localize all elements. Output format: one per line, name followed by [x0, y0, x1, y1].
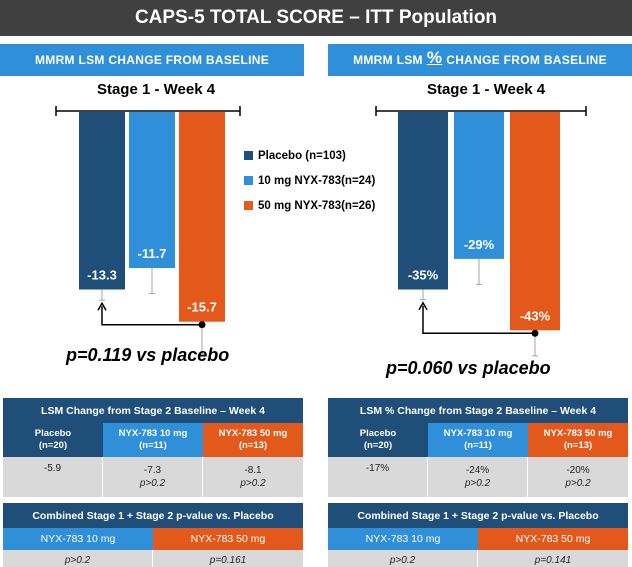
bar	[510, 112, 560, 331]
table-col-header: Placebo (n=20)	[328, 423, 428, 457]
combined-col-10mg: NYX-783 10 mg	[3, 528, 153, 550]
chart-legend: Placebo (n=103) 10 mg NYX-783(n=24) 50 m…	[244, 143, 375, 218]
legend-item-10mg: 10 mg NYX-783(n=24)	[244, 168, 375, 193]
legend-label: 10 mg NYX-783(n=24)	[258, 174, 376, 187]
table-cell: -24% p>0.2	[428, 457, 528, 497]
connector-arrowhead	[97, 301, 107, 311]
combined-header-row: NYX-783 10 mg NYX-783 50 mg	[3, 528, 303, 550]
cell-value: -7.3	[143, 465, 162, 476]
table-header-row: Placebo (n=20) NYX-783 10 mg (n=11) NYX-…	[328, 423, 628, 457]
table-row: -17% -24% p>0.2 -20% p>0.2	[328, 457, 628, 497]
combined-col-50mg: NYX-783 50 mg	[153, 528, 303, 550]
legend-swatch-50mg	[244, 201, 253, 210]
bar-value-label: -15.7	[187, 300, 217, 315]
cell-p-value: p>0.2	[464, 478, 491, 489]
table-col-header: NYX-783 50 mg (n=13)	[203, 423, 303, 457]
col-n: (n=11)	[139, 440, 167, 451]
col-name: NYX-783 10 mg	[443, 428, 513, 439]
table-col-header: NYX-783 10 mg (n=11)	[428, 423, 528, 457]
left-results-table: LSM Change from Stage 2 Baseline – Week …	[3, 398, 303, 567]
left-panel-header: MMRM LSM CHANGE FROM BASELINE	[0, 44, 304, 76]
combined-col-50mg: NYX-783 50 mg	[478, 528, 628, 550]
right-chart-title: Stage 1 - Week 4	[426, 81, 546, 98]
left-p-value-annotation: p=0.119 vs placebo	[66, 345, 230, 365]
left-chart-title: Stage 1 - Week 4	[96, 81, 216, 98]
table-cell: -7.3 p>0.2	[103, 457, 203, 497]
bar	[129, 112, 175, 269]
legend-item-50mg: 50 mg NYX-783(n=26)	[244, 193, 375, 218]
cell-value: -20%	[566, 465, 590, 476]
right-combined-title: Combined Stage 1 + Stage 2 p-value vs. P…	[328, 503, 628, 528]
cell-value: -8.1	[244, 465, 262, 476]
bar	[79, 112, 125, 290]
table-cell: -5.9	[3, 457, 103, 497]
legend-label: Placebo (n=103)	[258, 149, 346, 162]
page-title: CAPS-5 TOTAL SCORE – ITT Population	[0, 0, 632, 36]
col-name: NYX-783 50 mg	[218, 428, 288, 439]
col-name: NYX-783 10 mg	[118, 428, 188, 439]
combined-p-10mg: p>0.2	[328, 550, 478, 567]
col-n: (n=11)	[464, 440, 492, 451]
left-table-title: LSM Change from Stage 2 Baseline – Week …	[3, 398, 303, 423]
cell-p-value: p>0.2	[139, 478, 166, 489]
combined-header-row: NYX-783 10 mg NYX-783 50 mg	[328, 528, 628, 550]
col-n: (n=20)	[38, 440, 68, 451]
connector-line	[101, 306, 202, 326]
table-row: p>0.2 p=0.161	[3, 550, 303, 567]
table-cell: -8.1 p>0.2	[203, 457, 303, 497]
bar-value-label: -35%	[408, 268, 439, 283]
bar	[398, 112, 448, 290]
bar-value-label: -43%	[520, 308, 551, 323]
col-n: (n=20)	[363, 440, 393, 451]
cell-p-value: p>0.2	[240, 478, 266, 489]
col-name: Placebo	[34, 428, 72, 439]
bar-value-label: -11.7	[138, 246, 167, 261]
table-cell: -20% p>0.2	[528, 457, 628, 497]
col-name: Placebo	[359, 428, 397, 439]
bar-value-label: -29%	[464, 237, 495, 252]
bar	[179, 112, 225, 322]
cell-value: -24%	[465, 465, 490, 476]
cell-p-value: p>0.2	[565, 478, 591, 489]
legend-swatch-10mg	[244, 176, 253, 185]
combined-p-50mg: p=0.141	[478, 550, 628, 567]
cell-value: -17%	[365, 463, 390, 474]
table-row: p>0.2 p=0.141	[328, 550, 628, 567]
right-header-prefix: MMRM LSM	[353, 53, 423, 67]
combined-p-50mg: p=0.161	[153, 550, 303, 567]
connector-line	[422, 305, 535, 335]
col-name: NYX-783 50 mg	[543, 428, 613, 439]
table-row: -5.9 -7.3 p>0.2 -8.1 p>0.2	[3, 457, 303, 497]
legend-swatch-placebo	[244, 151, 253, 160]
right-header-pct: %	[426, 48, 443, 67]
right-header-suffix: CHANGE FROM BASELINE	[446, 53, 607, 67]
bar-value-label: -13.3	[87, 268, 117, 283]
right-results-table: LSM % Change from Stage 2 Baseline – Wee…	[328, 398, 628, 567]
combined-p-10mg: p>0.2	[3, 550, 153, 567]
table-cell: -17%	[328, 457, 428, 497]
table-col-header: Placebo (n=20)	[3, 423, 103, 457]
col-n: (n=13)	[563, 440, 593, 451]
table-col-header: NYX-783 50 mg (n=13)	[528, 423, 628, 457]
right-panel-header: MMRM LSM % CHANGE FROM BASELINE	[328, 44, 632, 76]
legend-item-placebo: Placebo (n=103)	[244, 143, 375, 168]
table-col-header: NYX-783 10 mg (n=11)	[103, 423, 203, 457]
cell-value: -5.9	[43, 463, 62, 474]
left-combined-title: Combined Stage 1 + Stage 2 p-value vs. P…	[3, 503, 303, 528]
bar	[454, 112, 504, 259]
table-header-row: Placebo (n=20) NYX-783 10 mg (n=11) NYX-…	[3, 423, 303, 457]
col-n: (n=13)	[238, 440, 268, 451]
legend-label: 50 mg NYX-783(n=26)	[258, 199, 376, 212]
right-p-value-annotation: p=0.060 vs placebo	[386, 358, 551, 378]
right-table-title: LSM % Change from Stage 2 Baseline – Wee…	[328, 398, 628, 423]
combined-col-10mg: NYX-783 10 mg	[328, 528, 478, 550]
connector-arrowhead	[418, 301, 428, 311]
